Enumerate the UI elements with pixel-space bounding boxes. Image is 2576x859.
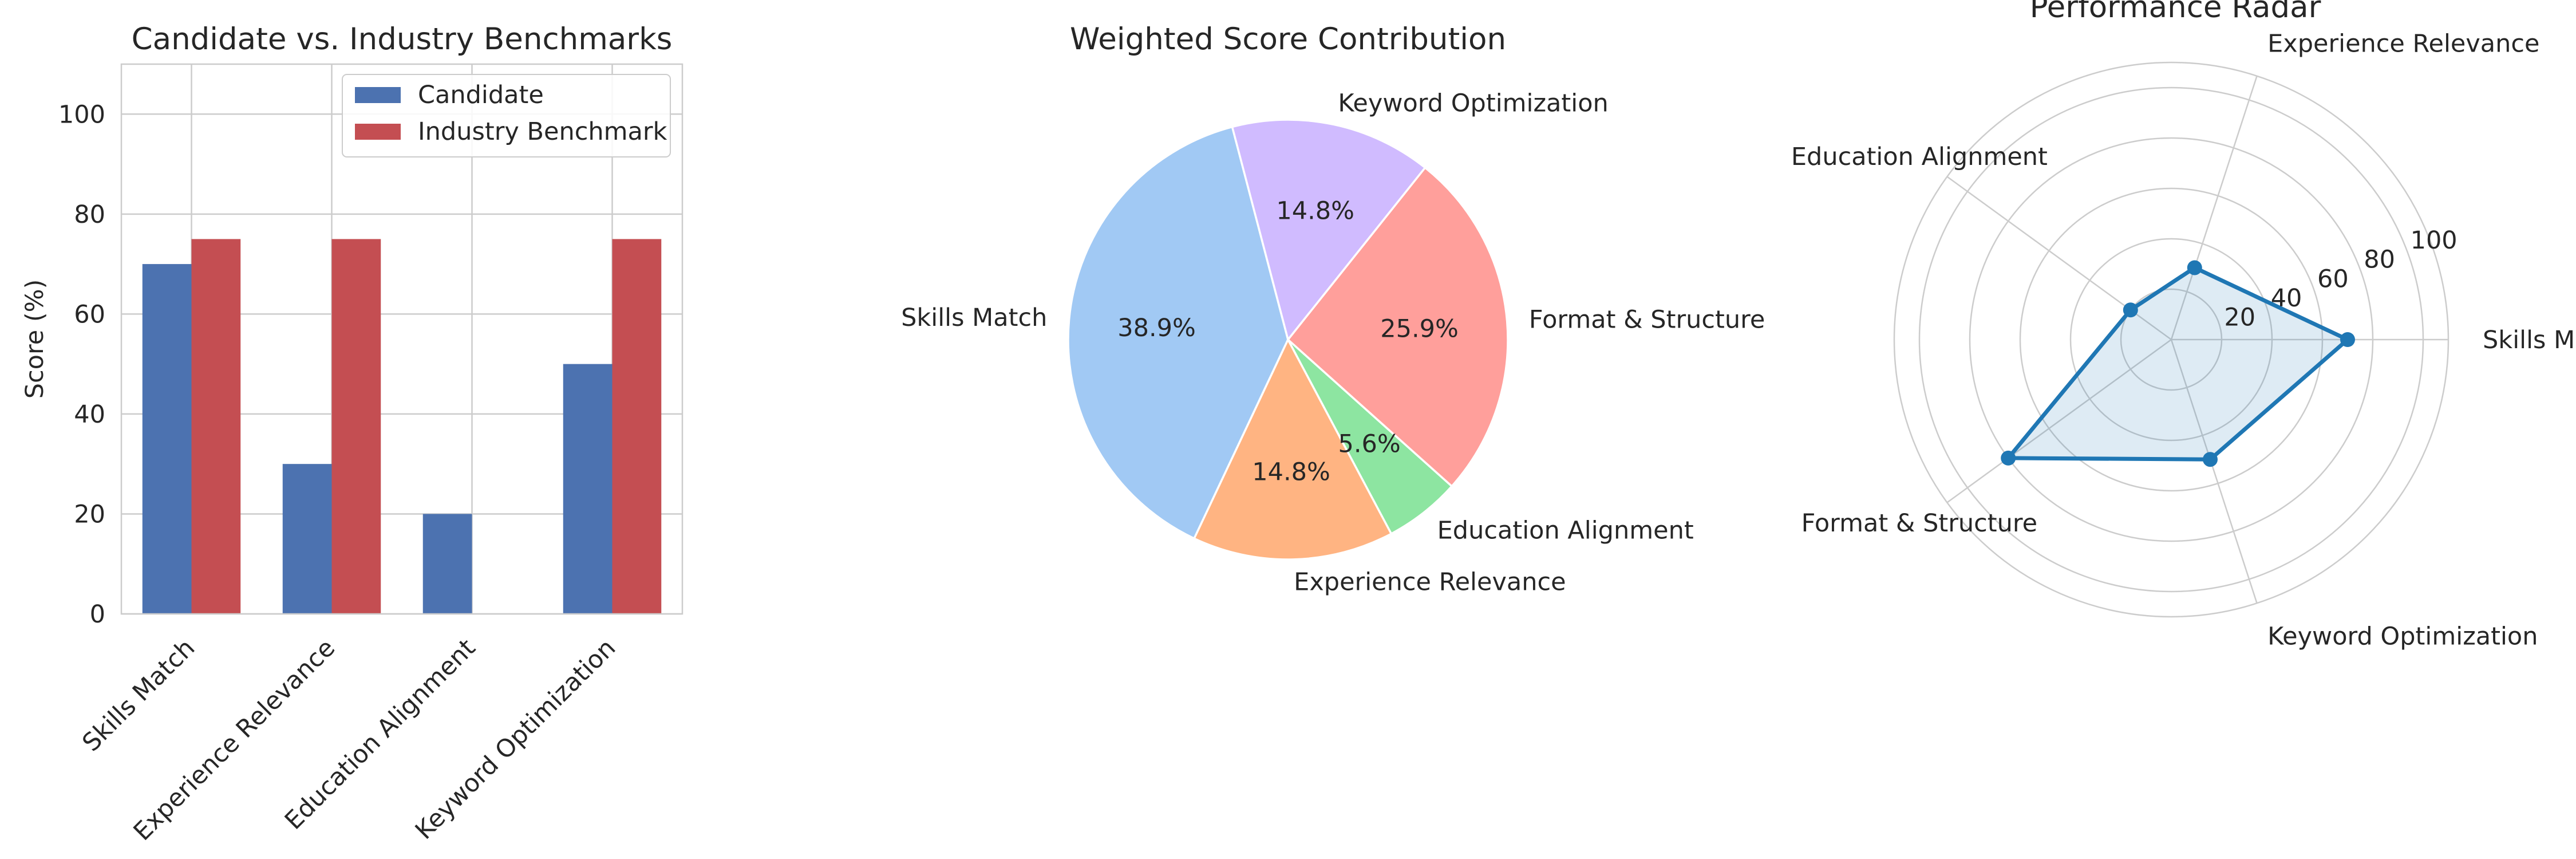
radar-radial-tick-label: 20: [2224, 304, 2255, 332]
radar-axis-label-format-and-structure: Format & Structure: [1801, 509, 2037, 538]
bar-y-tick-label: 80: [74, 200, 105, 229]
pie-slice-education-alignment: [1287, 338, 1453, 535]
legend-frame: [342, 74, 671, 157]
bar-candidate-experience-relevance: [282, 464, 332, 614]
pie-slice-label: Keyword Optimization: [1338, 89, 1608, 118]
pie-percent-label: 25.9%: [1380, 315, 1459, 344]
bar-candidate-skills-match: [142, 264, 192, 614]
bar-y-tick-label: 20: [74, 500, 105, 529]
bar-x-tick-label: Skills Match: [77, 633, 200, 757]
pie-percent-label: 14.8%: [1276, 197, 1354, 226]
pie-slice-format-and-structure: [1286, 166, 1509, 488]
radar-chart-panel: 20 40 60 80 100 Skills Match Experience Relev…: [1791, 0, 2576, 651]
radar-outline: [2006, 265, 2350, 462]
pie-percent-label: 14.8%: [1252, 458, 1330, 486]
pie-chart-panel: Weighted Score Contribution 38.9% Skills …: [901, 22, 1765, 596]
bar-bars: [142, 239, 662, 614]
radar-spoke: [2170, 76, 2258, 340]
pie-chart-title: Weighted Score Contribution: [1070, 22, 1506, 57]
radar-point-skills-match: [2340, 332, 2355, 347]
bar-chart-title: Candidate vs. Industry Benchmarks: [132, 22, 673, 57]
bar-industry-benchmark-experience-relevance: [331, 239, 381, 614]
radar-point-keyword-optimization: [2202, 452, 2218, 467]
pie-percent-label: 38.9%: [1117, 314, 1196, 342]
pie-slice-keyword-optimization: [1231, 119, 1427, 342]
bar-industry-benchmark-keyword-optimization: [612, 239, 662, 614]
bar-candidate-education-alignment: [422, 514, 472, 614]
bar-y-tick-label: 100: [58, 100, 105, 129]
bar-industry-benchmark-skills-match: [191, 239, 241, 614]
legend-swatch-candidate: [355, 87, 401, 103]
radar-data: [2001, 260, 2355, 467]
legend-label-industry-benchmark: Industry Benchmark: [418, 117, 667, 146]
radar-chart-title: Performance Radar: [2030, 0, 2321, 25]
radar-radial-tick-label: 80: [2364, 246, 2395, 274]
bar-y-tick-labels: 0 20 40 60 80 100: [58, 100, 105, 629]
radar-radial-tick-labels: 20 40 60 80 100: [2224, 226, 2457, 332]
radar-radial-tick-label: 100: [2411, 226, 2458, 255]
radar-point-format-and-structure: [2001, 450, 2016, 466]
bar-y-axis-label: Score (%): [21, 279, 49, 399]
radar-point-experience-relevance: [2187, 260, 2202, 275]
pie-slice-label: Skills Match: [901, 304, 1047, 332]
bar-y-tick-label: 0: [90, 600, 105, 629]
bar-legend: Candidate Industry Benchmark: [342, 74, 671, 157]
bar-candidate-keyword-optimization: [563, 364, 613, 614]
radar-radial-tick-label: 60: [2317, 265, 2349, 293]
pie-slice-skills-match: [1067, 125, 1289, 540]
radar-spoke: [2170, 339, 2258, 604]
bar-plot-frame: [120, 63, 683, 615]
pie-slice-label: Format & Structure: [1529, 306, 1765, 334]
radar-axis-labels: Skills Match Experience Relevance Educatio…: [1791, 30, 2576, 651]
pie-slices: [1067, 119, 1509, 561]
radar-axis-label-experience-relevance: Experience Relevance: [2267, 30, 2539, 58]
pie-slice-label: Education Alignment: [1437, 516, 1694, 545]
pie-percent-label: 5.6%: [1338, 430, 1401, 458]
pie-slice-label: Experience Relevance: [1294, 568, 1566, 596]
legend-swatch-industry-benchmark: [355, 124, 401, 140]
radar-radial-tick-label: 40: [2271, 284, 2302, 313]
bar-y-tick-label: 60: [74, 300, 105, 329]
radar-point-education-alignment: [2123, 302, 2138, 318]
radar-axis-label-skills-match: Skills Match: [2483, 326, 2576, 354]
radar-axis-label-education-alignment: Education Alignment: [1791, 143, 2048, 171]
pie-slice-experience-relevance: [1192, 337, 1393, 561]
radar-spoke: [1946, 338, 2172, 503]
bar-y-tick-label: 40: [74, 400, 105, 429]
pie-labels: 38.9% Skills Match 14.8% Experience Relevan…: [901, 89, 1765, 597]
radar-axis-label-keyword-optimization: Keyword Optimization: [2267, 622, 2538, 651]
legend-label-candidate: Candidate: [418, 81, 544, 109]
